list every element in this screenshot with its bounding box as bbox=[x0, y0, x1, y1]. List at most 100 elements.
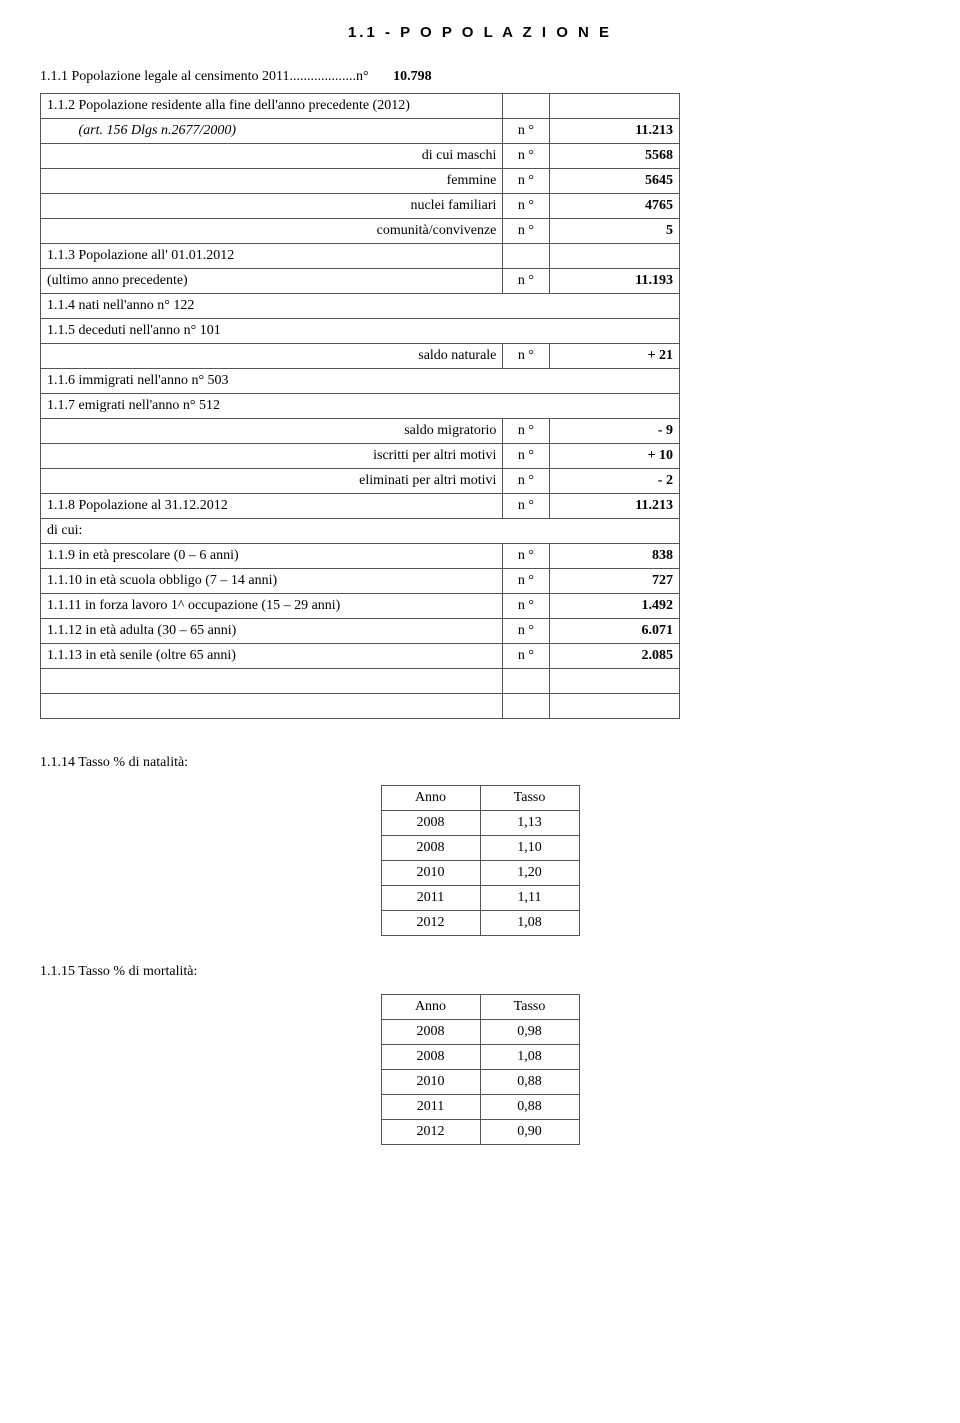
table-row: 20100,88 bbox=[381, 1070, 579, 1095]
cell-anno: 2008 bbox=[381, 811, 480, 836]
cell-tasso: 0,88 bbox=[480, 1070, 579, 1095]
col-anno: Anno bbox=[381, 995, 480, 1020]
table-row: 20080,98 bbox=[381, 1020, 579, 1045]
table-row: 20110,88 bbox=[381, 1095, 579, 1120]
table-row: 1.1.4 nati nell'anno n° 122 bbox=[41, 294, 680, 319]
table-row: di cui maschin °5568 bbox=[41, 144, 680, 169]
row-label: 1.1.3 Popolazione all' 01.01.2012 bbox=[41, 244, 503, 269]
row-label: eliminati per altri motivi bbox=[41, 469, 503, 494]
mortalita-table: Anno Tasso 20080,9820081,0820100,8820110… bbox=[381, 994, 580, 1145]
table-header-row: Anno Tasso bbox=[381, 995, 579, 1020]
row-label: saldo naturale bbox=[41, 344, 503, 369]
row-unit: n ° bbox=[503, 569, 549, 594]
cell-anno: 2010 bbox=[381, 1070, 480, 1095]
cell-anno: 2011 bbox=[381, 886, 480, 911]
table-row: 20120,90 bbox=[381, 1120, 579, 1145]
cell-tasso: 0,88 bbox=[480, 1095, 579, 1120]
table-row: 20101,20 bbox=[381, 861, 579, 886]
row-unit: n ° bbox=[503, 544, 549, 569]
mortalita-title: 1.1.15 Tasso % di mortalità: bbox=[40, 964, 920, 980]
row-unit: n ° bbox=[503, 119, 549, 144]
table-row: 1.1.8 Popolazione al 31.12.2012n °11.213 bbox=[41, 494, 680, 519]
intro-value: 10.798 bbox=[393, 69, 432, 84]
row-value: 4765 bbox=[549, 194, 679, 219]
row-label: 1.1.4 nati nell'anno n° 122 bbox=[41, 294, 680, 319]
row-value: 727 bbox=[549, 569, 679, 594]
row-unit bbox=[503, 694, 549, 719]
row-value: + 21 bbox=[549, 344, 679, 369]
row-unit: n ° bbox=[503, 644, 549, 669]
table-row: comunità/convivenzen °5 bbox=[41, 219, 680, 244]
table-row: femminen °5645 bbox=[41, 169, 680, 194]
row-unit: n ° bbox=[503, 444, 549, 469]
row-label: 1.1.8 Popolazione al 31.12.2012 bbox=[41, 494, 503, 519]
row-label: 1.1.10 in età scuola obbligo (7 – 14 ann… bbox=[41, 569, 503, 594]
cell-tasso: 1,10 bbox=[480, 836, 579, 861]
row-unit: n ° bbox=[503, 419, 549, 444]
cell-anno: 2008 bbox=[381, 836, 480, 861]
row-label: 1.1.13 in età senile (oltre 65 anni) bbox=[41, 644, 503, 669]
table-row: saldo migratorion °- 9 bbox=[41, 419, 680, 444]
row-value bbox=[549, 94, 679, 119]
row-label: 1.1.5 deceduti nell'anno n° 101 bbox=[41, 319, 680, 344]
row-value bbox=[549, 244, 679, 269]
cell-anno: 2012 bbox=[381, 911, 480, 936]
row-label bbox=[41, 694, 503, 719]
row-label: comunità/convivenze bbox=[41, 219, 503, 244]
table-row: 1.1.12 in età adulta (30 – 65 anni)n °6.… bbox=[41, 619, 680, 644]
table-row: 1.1.7 emigrati nell'anno n° 512 bbox=[41, 394, 680, 419]
row-unit: n ° bbox=[503, 494, 549, 519]
row-value: - 2 bbox=[549, 469, 679, 494]
table-row bbox=[41, 669, 680, 694]
row-value: + 10 bbox=[549, 444, 679, 469]
row-value: 2.085 bbox=[549, 644, 679, 669]
row-label: (art. 156 Dlgs n.2677/2000) bbox=[41, 119, 503, 144]
row-label: 1.1.6 immigrati nell'anno n° 503 bbox=[41, 369, 680, 394]
table-row: 1.1.10 in età scuola obbligo (7 – 14 ann… bbox=[41, 569, 680, 594]
table-row: 1.1.3 Popolazione all' 01.01.2012 bbox=[41, 244, 680, 269]
row-label: 1.1.9 in età prescolare (0 – 6 anni) bbox=[41, 544, 503, 569]
intro-line: 1.1.1 Popolazione legale al censimento 2… bbox=[40, 69, 920, 85]
row-value bbox=[549, 694, 679, 719]
natalita-table: Anno Tasso 20081,1320081,1020101,2020111… bbox=[381, 785, 580, 936]
row-unit: n ° bbox=[503, 344, 549, 369]
cell-tasso: 1,08 bbox=[480, 1045, 579, 1070]
row-value: 5 bbox=[549, 219, 679, 244]
table-row: iscritti per altri motivin °+ 10 bbox=[41, 444, 680, 469]
row-value bbox=[549, 669, 679, 694]
row-value: 6.071 bbox=[549, 619, 679, 644]
row-value: - 9 bbox=[549, 419, 679, 444]
row-value: 5645 bbox=[549, 169, 679, 194]
table-row: eliminati per altri motivin °- 2 bbox=[41, 469, 680, 494]
table-row: 20081,10 bbox=[381, 836, 579, 861]
table-row: 20081,13 bbox=[381, 811, 579, 836]
table-row: 1.1.13 in età senile (oltre 65 anni)n °2… bbox=[41, 644, 680, 669]
row-value: 11.213 bbox=[549, 494, 679, 519]
row-unit: n ° bbox=[503, 469, 549, 494]
row-label: (ultimo anno precedente) bbox=[41, 269, 503, 294]
intro-label: 1.1.1 Popolazione legale al censimento 2… bbox=[40, 69, 369, 84]
table-row: (art. 156 Dlgs n.2677/2000)n °11.213 bbox=[41, 119, 680, 144]
table-row: 20081,08 bbox=[381, 1045, 579, 1070]
cell-tasso: 1,20 bbox=[480, 861, 579, 886]
cell-tasso: 1,13 bbox=[480, 811, 579, 836]
row-unit: n ° bbox=[503, 169, 549, 194]
row-value: 11.193 bbox=[549, 269, 679, 294]
table-header-row: Anno Tasso bbox=[381, 786, 579, 811]
row-label: iscritti per altri motivi bbox=[41, 444, 503, 469]
natalita-title: 1.1.14 Tasso % di natalità: bbox=[40, 755, 920, 771]
cell-tasso: 1,08 bbox=[480, 911, 579, 936]
cell-anno: 2008 bbox=[381, 1020, 480, 1045]
table-row: 20111,11 bbox=[381, 886, 579, 911]
row-value: 1.492 bbox=[549, 594, 679, 619]
col-tasso: Tasso bbox=[480, 995, 579, 1020]
row-label: nuclei familiari bbox=[41, 194, 503, 219]
cell-anno: 2012 bbox=[381, 1120, 480, 1145]
cell-anno: 2010 bbox=[381, 861, 480, 886]
cell-tasso: 1,11 bbox=[480, 886, 579, 911]
row-unit: n ° bbox=[503, 219, 549, 244]
cell-tasso: 0,98 bbox=[480, 1020, 579, 1045]
table-row: 20121,08 bbox=[381, 911, 579, 936]
row-label: di cui maschi bbox=[41, 144, 503, 169]
row-unit bbox=[503, 94, 549, 119]
